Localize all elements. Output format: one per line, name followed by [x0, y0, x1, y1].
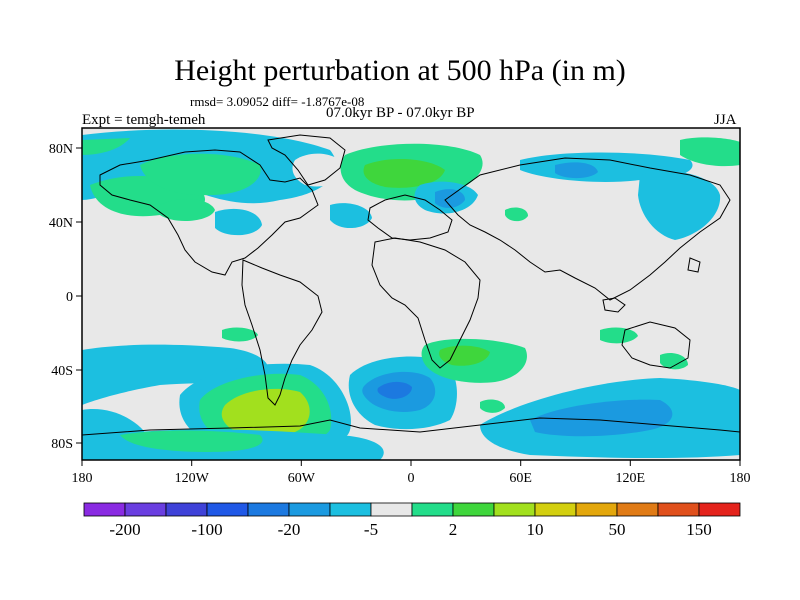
island-outline	[602, 297, 626, 313]
field-region	[292, 153, 345, 187]
africa-outline	[371, 237, 481, 369]
australia-outline	[621, 321, 691, 369]
field-region	[221, 388, 310, 437]
south-america-outline	[241, 259, 323, 406]
x-tick-label: 60W	[288, 471, 316, 486]
height-field	[82, 129, 740, 460]
field-region	[660, 353, 688, 370]
y-tick-label: 80S	[51, 437, 73, 452]
stats-text: rmsd= 3.09052 diff= -1.8767e-08	[190, 94, 365, 109]
subtitle-text: 07.0kyr BP - 07.0kyr BP	[326, 105, 475, 121]
field-region	[435, 189, 465, 208]
x-axis-labels: 180 120W 60W 0 60E 120E 180	[72, 471, 751, 486]
colorbar-swatch	[616, 502, 659, 517]
colorbar-swatch	[83, 502, 126, 517]
y-axis-labels: 80N 40N 0 40S 80S	[49, 142, 73, 452]
field-region	[215, 208, 262, 236]
field-region	[363, 158, 445, 188]
colorbar-swatch	[493, 502, 536, 517]
colorbar-label: 2	[449, 520, 458, 539]
x-tick-label: 120E	[616, 471, 646, 486]
x-tick-label: 120W	[175, 471, 210, 486]
x-tick-label: 60E	[509, 471, 532, 486]
x-tick-label: 180	[72, 471, 93, 486]
field-region	[330, 203, 372, 229]
field-region	[600, 327, 638, 344]
field-region	[680, 137, 740, 167]
x-tick-label: 180	[730, 471, 751, 486]
season-label: JJA	[714, 112, 737, 128]
field-region	[638, 171, 721, 240]
field-region	[160, 198, 215, 222]
colorbar-label: -100	[191, 520, 222, 539]
colorbar-labels: -200 -100 -20 -5 2 10 50 150	[109, 520, 711, 539]
field-region	[530, 399, 673, 437]
island-outline	[687, 257, 701, 273]
y-tick-label: 40N	[49, 216, 73, 231]
field-region	[82, 344, 269, 405]
colorbar-swatch	[329, 502, 372, 517]
y-tick-label: 0	[66, 290, 73, 305]
colorbar-swatch	[452, 502, 495, 517]
y-tick-label: 80N	[49, 142, 73, 157]
colorbar-label: -200	[109, 520, 140, 539]
colorbar-label: 50	[609, 520, 626, 539]
x-tick-label: 0	[408, 471, 415, 486]
colorbar-label: 10	[527, 520, 544, 539]
colorbar-swatch	[370, 502, 413, 517]
colorbar-swatch	[206, 502, 249, 517]
europe-outline	[367, 194, 453, 241]
field-region	[140, 153, 261, 196]
colorbar-label: -20	[278, 520, 301, 539]
field-region	[505, 207, 528, 222]
colorbar-swatch	[657, 502, 700, 517]
coastlines	[82, 134, 740, 436]
field-region	[120, 430, 263, 452]
map-title: Height perturbation at 500 hPa (in m)	[174, 54, 626, 87]
field-region	[555, 162, 598, 179]
antarctica-outline	[82, 417, 740, 436]
colorbar-swatch	[534, 502, 577, 517]
y-tick-label: 40S	[51, 364, 73, 379]
experiment-label: Expt = temgh-temeh	[82, 112, 206, 128]
colorbar-swatch	[698, 502, 741, 517]
greenland-outline	[267, 134, 346, 186]
colorbar-swatch	[165, 502, 208, 517]
colorbar	[83, 502, 741, 517]
field-region	[222, 327, 258, 342]
x-axis-ticks	[81, 460, 741, 466]
y-axis-ticks	[76, 147, 82, 444]
colorbar-swatch	[575, 502, 618, 517]
field-region	[377, 381, 412, 399]
colorbar-swatch	[411, 502, 454, 517]
colorbar-swatch	[288, 502, 331, 517]
field-region	[82, 138, 130, 155]
colorbar-swatch	[247, 502, 290, 517]
asia-outline	[444, 157, 731, 301]
colorbar-swatch	[124, 502, 167, 517]
field-region	[439, 345, 490, 366]
colorbar-label: -5	[364, 520, 378, 539]
colorbar-label: 150	[686, 520, 712, 539]
north-america-outline	[99, 149, 319, 276]
field-region	[480, 399, 505, 413]
